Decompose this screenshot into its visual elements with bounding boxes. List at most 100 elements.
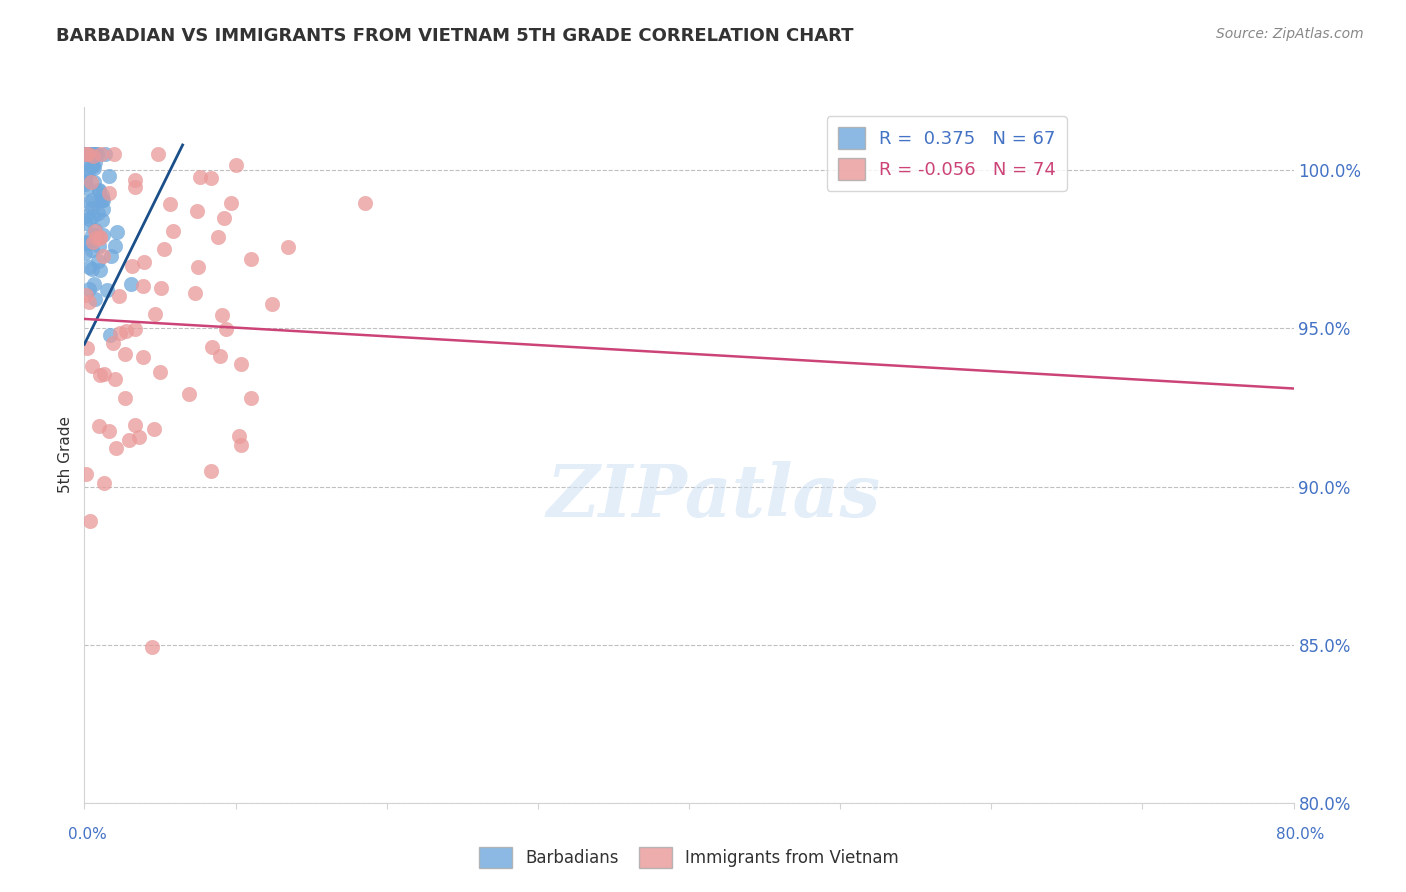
Point [82, 149, 104, 163]
Point [208, 349, 231, 363]
Point [79, 147, 101, 161]
Point [79, 282, 101, 296]
Point [91, 188, 114, 202]
Point [354, 195, 377, 210]
Point [87, 254, 110, 268]
Point [75, 147, 97, 161]
Point [105, 225, 128, 239]
Point [77, 212, 100, 227]
Point [150, 281, 173, 295]
Point [124, 322, 146, 336]
Point [75, 173, 97, 187]
Point [184, 285, 207, 300]
Point [77, 147, 100, 161]
Point [148, 147, 170, 161]
Point [80, 193, 103, 207]
Point [75, 467, 97, 481]
Point [93, 367, 115, 381]
Point [83, 147, 105, 161]
Point [94, 147, 117, 161]
Point [82, 209, 104, 223]
Point [83, 161, 105, 175]
Point [75, 235, 97, 249]
Point [124, 418, 146, 433]
Point [200, 170, 222, 185]
Point [103, 336, 125, 351]
Point [262, 297, 284, 311]
Point [89, 230, 111, 244]
Point [84, 231, 107, 245]
Point [76, 147, 98, 161]
Point [93, 476, 115, 491]
Point [162, 224, 184, 238]
Point [107, 289, 129, 303]
Text: BARBADIAN VS IMMIGRANTS FROM VIETNAM 5TH GRADE CORRELATION CHART: BARBADIAN VS IMMIGRANTS FROM VIETNAM 5TH… [56, 27, 853, 45]
Point [79, 514, 101, 528]
Point [83, 175, 105, 189]
Legend: Barbadians, Immigrants from Vietnam: Barbadians, Immigrants from Vietnam [472, 841, 905, 874]
Point [211, 308, 233, 322]
Point [207, 230, 229, 244]
Point [89, 368, 111, 383]
Point [96, 283, 118, 297]
Point [76, 342, 98, 356]
Point [159, 197, 181, 211]
Point [83, 224, 105, 238]
Point [188, 170, 211, 185]
Point [187, 260, 209, 275]
Point [76, 147, 98, 161]
Point [75, 168, 97, 182]
Point [79, 147, 101, 161]
Point [89, 418, 111, 433]
Point [132, 350, 155, 364]
Point [82, 227, 104, 242]
Point [228, 429, 250, 443]
Point [240, 252, 263, 267]
Point [75, 147, 97, 161]
Point [91, 202, 114, 217]
Point [79, 195, 101, 210]
Point [149, 365, 172, 379]
Text: 80.0%: 80.0% [1277, 827, 1324, 841]
Point [77, 147, 100, 161]
Point [86, 206, 108, 220]
Point [128, 430, 150, 444]
Point [91, 193, 114, 207]
Point [121, 260, 143, 274]
Text: 0.0%: 0.0% [67, 827, 107, 841]
Point [114, 391, 136, 405]
Point [225, 158, 247, 172]
Point [75, 235, 97, 250]
Point [77, 294, 100, 309]
Point [84, 293, 107, 307]
Point [98, 169, 121, 183]
Text: ZIPatlas: ZIPatlas [546, 461, 880, 533]
Point [221, 195, 243, 210]
Point [75, 288, 97, 302]
Point [83, 277, 105, 292]
Point [90, 212, 112, 227]
Point [89, 183, 111, 197]
Point [124, 179, 146, 194]
Text: Source: ZipAtlas.com: Source: ZipAtlas.com [1216, 27, 1364, 41]
Point [82, 359, 104, 373]
Point [75, 147, 97, 161]
Point [104, 238, 127, 252]
Point [98, 186, 121, 201]
Point [91, 227, 114, 242]
Point [103, 147, 125, 161]
Point [141, 640, 163, 654]
Point [277, 239, 299, 253]
Point [114, 347, 136, 361]
Point [120, 277, 142, 291]
Point [89, 229, 111, 244]
Point [82, 235, 104, 250]
Point [75, 177, 97, 191]
Point [75, 209, 97, 223]
Point [77, 147, 100, 161]
Point [201, 340, 224, 354]
Point [105, 441, 128, 455]
Point [153, 242, 176, 256]
Point [186, 204, 208, 219]
Point [75, 246, 97, 260]
